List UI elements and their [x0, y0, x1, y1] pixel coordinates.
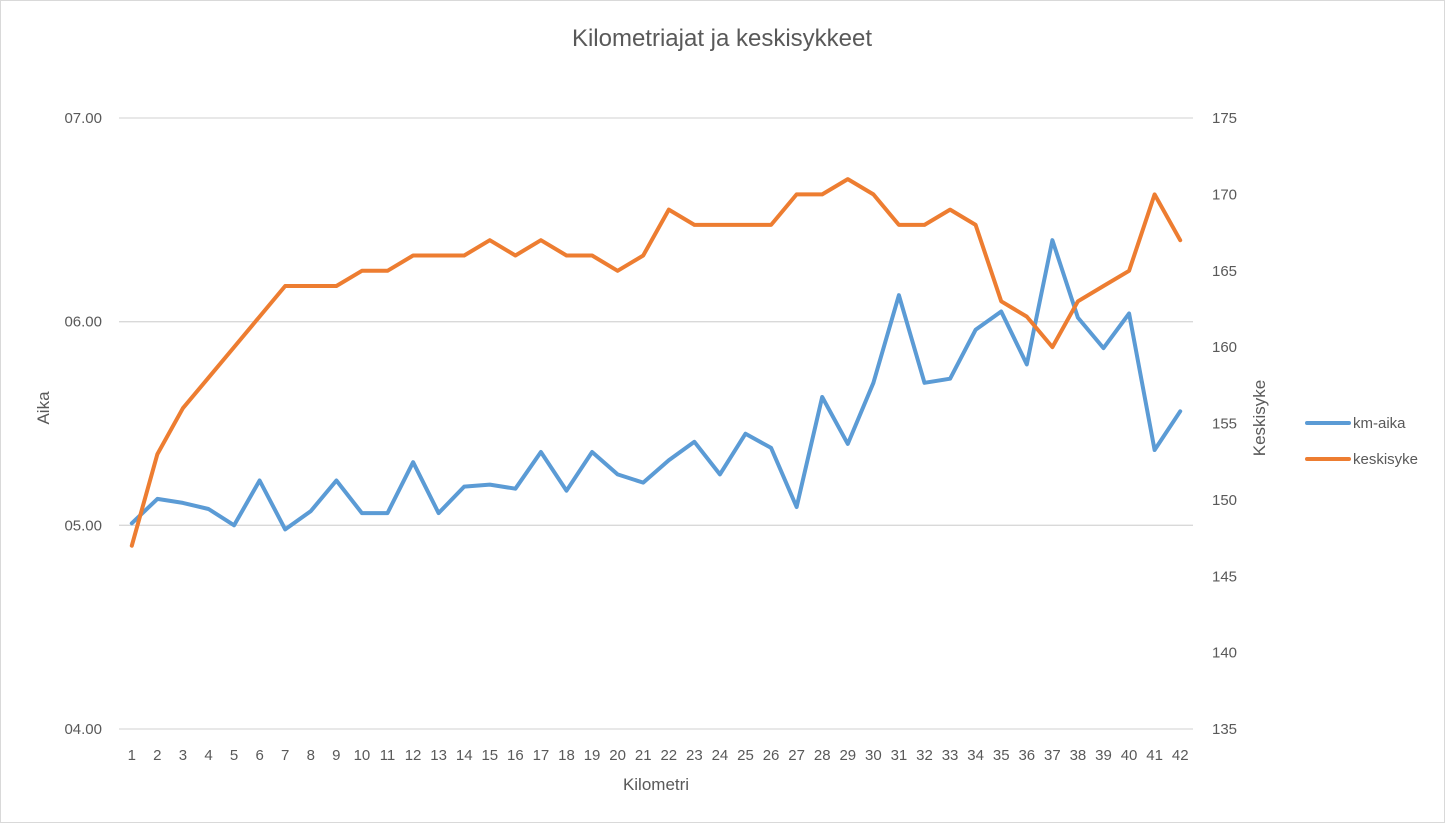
series-line-keskisyke: [129, 177, 1183, 548]
x-tick-label: 10: [354, 747, 371, 764]
x-tick-label: 26: [763, 747, 780, 764]
x-tick-label: 30: [865, 747, 882, 764]
x-tick-label: 40: [1121, 747, 1138, 764]
x-tick-label: 14: [456, 747, 473, 764]
x-tick-label: 41: [1146, 747, 1163, 764]
y-axis-left-ticks: 04.00 05.00 06.00 07.00: [64, 110, 102, 738]
x-tick-label: 39: [1095, 747, 1112, 764]
y2-tick-label: 145: [1212, 568, 1237, 585]
y2-tick-label: 150: [1212, 492, 1237, 509]
series-line-km-aika: [129, 238, 1183, 532]
x-tick-label: 35: [993, 747, 1010, 764]
x-axis-ticks: 1 2 3 4 5 6 7 8 9 10 11 12 13 14 15 16 17 18 19 20 21 22 23 24 2…: [128, 747, 1189, 764]
x-tick-label: 34: [967, 747, 984, 764]
x-tick-label: 4: [204, 747, 212, 764]
y2-tick-label: 165: [1212, 263, 1237, 280]
series-lines: [129, 177, 1183, 548]
x-tick-label: 20: [609, 747, 626, 764]
legend-label-km-aika: km-aika: [1353, 415, 1406, 432]
x-tick-label: 42: [1172, 747, 1189, 764]
y-tick-label: 04.00: [64, 721, 102, 738]
x-tick-label: 18: [558, 747, 575, 764]
x-tick-label: 31: [891, 747, 908, 764]
y-axis-left-title: Aika: [34, 391, 53, 425]
x-tick-label: 38: [1070, 747, 1087, 764]
x-tick-label: 16: [507, 747, 524, 764]
x-tick-label: 9: [332, 747, 340, 764]
x-tick-label: 27: [788, 747, 805, 764]
gridlines: [119, 117, 1193, 730]
x-tick-label: 12: [405, 747, 422, 764]
y-tick-label: 06.00: [64, 314, 102, 331]
x-axis-title: Kilometri: [623, 775, 689, 794]
x-tick-label: 23: [686, 747, 703, 764]
x-tick-label: 19: [584, 747, 601, 764]
y-axis-right-title: Keskisyke: [1250, 380, 1269, 457]
x-tick-label: 33: [942, 747, 959, 764]
y2-tick-label: 160: [1212, 339, 1237, 356]
x-tick-label: 11: [380, 747, 396, 764]
x-tick-label: 24: [712, 747, 729, 764]
x-tick-label: 22: [660, 747, 677, 764]
x-tick-label: 21: [635, 747, 652, 764]
x-tick-label: 13: [430, 747, 447, 764]
y2-tick-label: 170: [1212, 186, 1237, 203]
chart-title: Kilometriajat ja keskisykkeet: [572, 25, 872, 52]
x-tick-label: 36: [1018, 747, 1035, 764]
x-tick-label: 8: [307, 747, 315, 764]
x-tick-label: 7: [281, 747, 289, 764]
x-tick-label: 2: [153, 747, 161, 764]
x-tick-label: 15: [481, 747, 498, 764]
x-tick-label: 17: [533, 747, 550, 764]
y2-tick-label: 155: [1212, 416, 1237, 433]
x-tick-label: 37: [1044, 747, 1061, 764]
x-tick-label: 5: [230, 747, 238, 764]
y-axis-right-ticks: 135 140 145 150 155 160 165 170 175: [1212, 110, 1237, 738]
x-tick-label: 25: [737, 747, 754, 764]
y-tick-label: 05.00: [64, 517, 102, 534]
x-tick-label: 3: [179, 747, 187, 764]
legend-label-keskisyke: keskisyke: [1353, 451, 1418, 468]
y-tick-label: 07.00: [64, 110, 102, 127]
y2-tick-label: 135: [1212, 721, 1237, 738]
x-tick-label: 28: [814, 747, 831, 764]
x-tick-label: 29: [839, 747, 856, 764]
legend: km-aika keskisyke: [1305, 415, 1418, 468]
y2-tick-label: 140: [1212, 645, 1237, 662]
x-tick-label: 6: [255, 747, 263, 764]
x-tick-label: 32: [916, 747, 933, 764]
y2-tick-label: 175: [1212, 110, 1237, 127]
x-tick-label: 1: [128, 747, 136, 764]
